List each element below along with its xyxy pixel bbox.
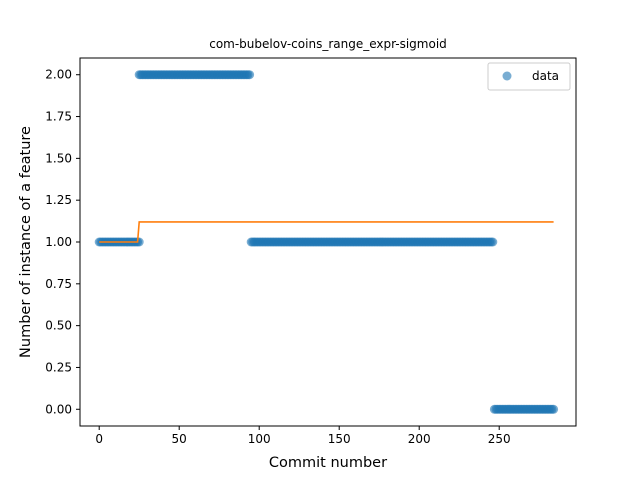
data-point xyxy=(549,404,559,414)
legend: data xyxy=(487,62,571,91)
chart-title: com-bubelov-coins_range_expr-sigmoid xyxy=(209,37,447,51)
x-tick-label: 200 xyxy=(408,432,431,446)
data-point xyxy=(488,237,498,247)
x-axis-label: Commit number xyxy=(269,455,387,471)
fit-line xyxy=(99,221,554,243)
axes: 0 50 100 150 200 250 0.00 0.25 0.50 0.75 1.00 1.25 1… xyxy=(45,57,577,446)
y-tick-label: 0.00 xyxy=(45,402,72,416)
x-tick-label: 50 xyxy=(172,432,187,446)
y-tick-label: 2.00 xyxy=(45,68,72,82)
y-tick-label: 0.50 xyxy=(45,319,72,333)
y-tick-label: 1.25 xyxy=(45,193,72,207)
legend-box xyxy=(487,62,571,91)
data-point xyxy=(245,70,255,80)
y-tick-label: 1.50 xyxy=(45,151,72,165)
y-axis-label: Number of instance of a feature xyxy=(18,126,34,358)
x-tick-label: 250 xyxy=(488,432,511,446)
x-tick-label: 150 xyxy=(328,432,351,446)
y-tick-label: 1.75 xyxy=(45,110,72,124)
data-point xyxy=(134,237,144,247)
legend-marker-data xyxy=(502,71,512,81)
x-tick-label: 100 xyxy=(248,432,271,446)
y-tick-label: 1.00 xyxy=(45,235,72,249)
legend-label-data: data xyxy=(532,69,559,83)
y-tick-label: 0.75 xyxy=(45,277,72,291)
plot-area xyxy=(94,70,559,414)
y-tick-label: 0.25 xyxy=(45,360,72,374)
x-tick-label: 0 xyxy=(95,432,103,446)
